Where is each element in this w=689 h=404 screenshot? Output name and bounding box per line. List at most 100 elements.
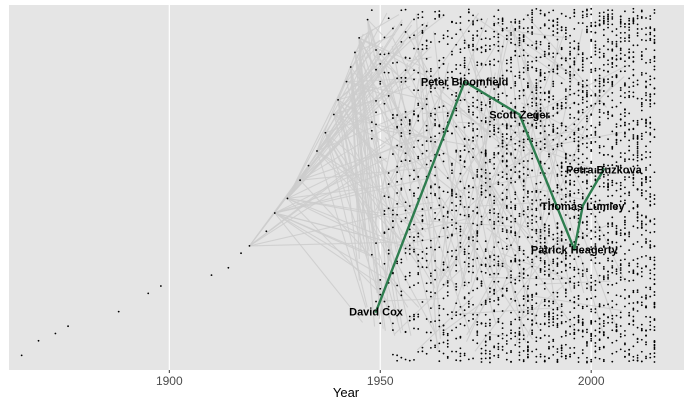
network-point — [653, 278, 656, 281]
network-point — [413, 169, 415, 172]
network-point — [501, 198, 504, 201]
network-point — [535, 336, 538, 339]
network-point — [619, 272, 622, 274]
network-point — [548, 230, 550, 233]
network-point — [425, 47, 428, 50]
network-edge — [474, 16, 566, 81]
network-point — [628, 23, 631, 25]
network-point — [586, 228, 588, 230]
network-point — [586, 328, 588, 331]
network-point — [548, 335, 550, 337]
network-point — [577, 94, 580, 97]
network-point — [543, 223, 546, 226]
network-point — [535, 232, 538, 235]
network-point — [577, 356, 580, 359]
network-point — [484, 271, 487, 274]
network-point — [510, 323, 512, 326]
network-point — [510, 61, 512, 64]
network-point — [653, 318, 656, 320]
network-point — [472, 313, 474, 316]
network-point — [476, 85, 479, 88]
network-point — [535, 40, 538, 43]
network-point — [602, 81, 605, 83]
network-point — [607, 242, 609, 245]
network-point — [649, 164, 652, 166]
network-point — [653, 352, 656, 355]
network-point — [476, 331, 479, 334]
network-point — [472, 113, 474, 116]
network-edge — [457, 121, 535, 129]
network-point — [501, 92, 504, 95]
network-point — [611, 130, 614, 133]
network-point — [628, 86, 631, 89]
network-point — [573, 301, 576, 304]
network-point — [632, 243, 635, 246]
network-point — [632, 20, 635, 22]
network-point — [404, 159, 407, 161]
network-point — [404, 217, 407, 219]
network-point — [467, 257, 470, 259]
network-point — [543, 78, 546, 81]
network-point — [383, 231, 386, 234]
network-point — [531, 66, 534, 69]
network-point — [489, 218, 491, 221]
network-point — [598, 185, 601, 188]
network-point — [573, 169, 576, 172]
network-point — [619, 95, 622, 98]
network-point — [489, 338, 491, 341]
network-point — [649, 95, 652, 98]
network-point — [577, 321, 580, 324]
network-point — [459, 72, 462, 75]
network-point — [569, 53, 571, 56]
network-point — [383, 53, 386, 56]
network-point — [573, 140, 576, 143]
network-point — [640, 9, 643, 12]
network-point — [581, 321, 584, 324]
network-point — [628, 90, 631, 93]
network-point — [459, 195, 462, 198]
network-point — [653, 55, 656, 58]
network-point — [518, 25, 521, 28]
network-point — [518, 235, 521, 238]
network-point — [510, 152, 512, 155]
network-point — [480, 18, 483, 21]
network-point — [577, 157, 580, 160]
network-point — [653, 8, 656, 11]
network-point — [446, 345, 449, 348]
network-edge — [538, 64, 629, 112]
network-point — [586, 57, 588, 60]
network-point — [564, 26, 567, 29]
network-point — [590, 287, 593, 289]
network-point — [640, 138, 643, 140]
network-point — [493, 202, 496, 205]
network-edge — [324, 132, 368, 308]
network-point — [489, 287, 491, 290]
network-point — [455, 114, 458, 117]
network-edge — [300, 166, 432, 181]
network-point — [581, 83, 584, 86]
network-point — [429, 185, 432, 188]
network-point — [527, 225, 529, 228]
network-point — [548, 300, 550, 302]
network-point — [615, 40, 618, 43]
network-point — [552, 302, 555, 305]
network-point — [518, 22, 521, 25]
network-point — [645, 190, 647, 192]
network-point — [467, 138, 470, 141]
network-point — [619, 348, 622, 351]
network-edge — [384, 137, 412, 176]
network-point — [438, 350, 441, 353]
network-edge — [420, 49, 447, 243]
network-point — [632, 56, 635, 59]
network-point — [429, 192, 432, 195]
network-point — [607, 239, 609, 242]
network-point — [429, 346, 432, 349]
network-point — [543, 138, 546, 141]
network-point — [619, 210, 622, 213]
network-point — [472, 45, 474, 48]
network-point — [573, 287, 576, 289]
network-point — [522, 334, 525, 337]
network-point — [556, 21, 559, 24]
network-edge — [512, 28, 605, 336]
network-point — [484, 50, 487, 53]
